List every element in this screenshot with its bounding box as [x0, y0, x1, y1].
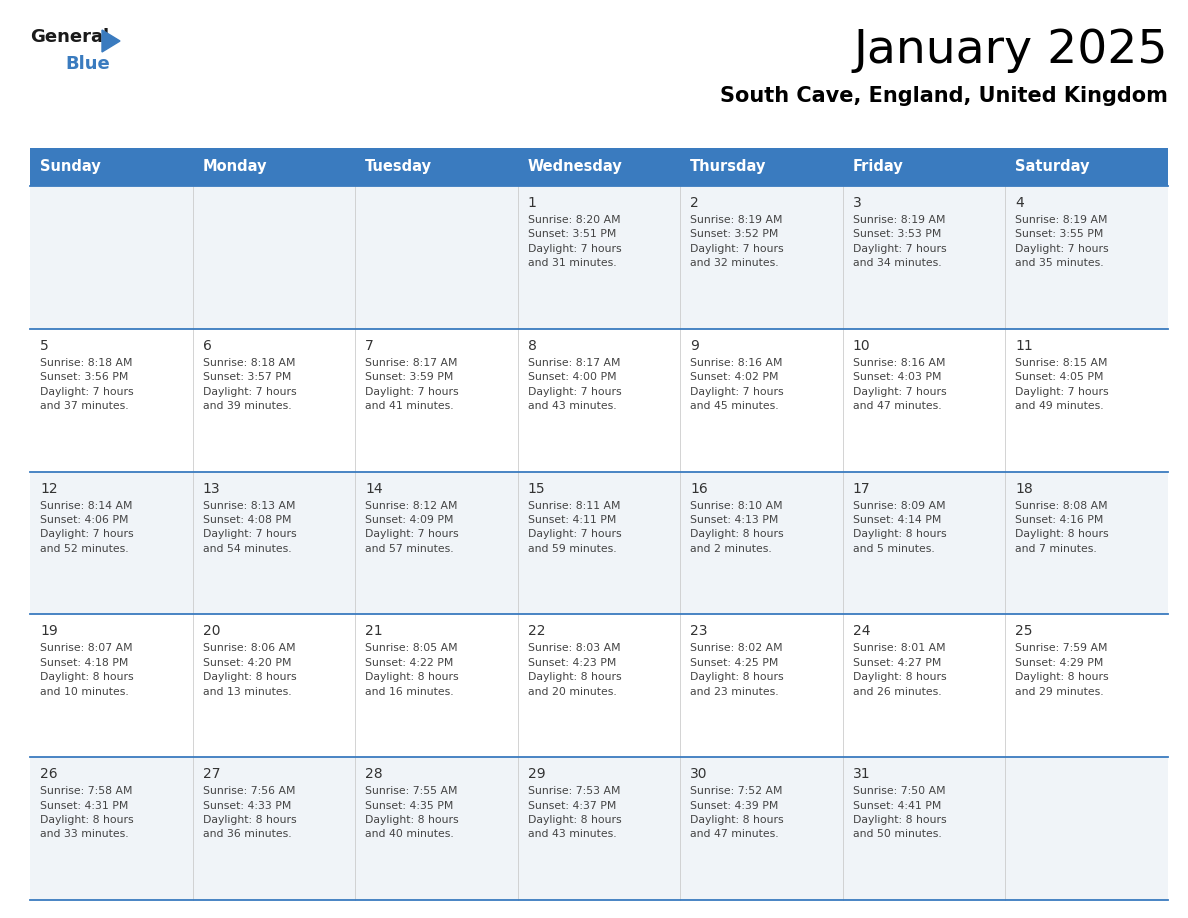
Text: 25: 25	[1016, 624, 1032, 638]
Text: 30: 30	[690, 767, 708, 781]
Bar	[30, 148, 1168, 186]
Text: Sunrise: 8:12 AM
Sunset: 4:09 PM
Daylight: 7 hours
and 57 minutes.: Sunrise: 8:12 AM Sunset: 4:09 PM Dayligh…	[365, 500, 459, 554]
Text: 8: 8	[527, 339, 537, 353]
Text: Sunrise: 8:15 AM
Sunset: 4:05 PM
Daylight: 7 hours
and 49 minutes.: Sunrise: 8:15 AM Sunset: 4:05 PM Dayligh…	[1016, 358, 1110, 411]
Text: Sunrise: 8:19 AM
Sunset: 3:53 PM
Daylight: 7 hours
and 34 minutes.: Sunrise: 8:19 AM Sunset: 3:53 PM Dayligh…	[853, 215, 947, 268]
Text: 31: 31	[853, 767, 871, 781]
Text: Sunrise: 8:19 AM
Sunset: 3:52 PM
Daylight: 7 hours
and 32 minutes.: Sunrise: 8:19 AM Sunset: 3:52 PM Dayligh…	[690, 215, 784, 268]
Text: Sunrise: 8:17 AM
Sunset: 3:59 PM
Daylight: 7 hours
and 41 minutes.: Sunrise: 8:17 AM Sunset: 3:59 PM Dayligh…	[365, 358, 459, 411]
Text: 20: 20	[203, 624, 220, 638]
Text: Sunrise: 7:50 AM
Sunset: 4:41 PM
Daylight: 8 hours
and 50 minutes.: Sunrise: 7:50 AM Sunset: 4:41 PM Dayligh…	[853, 786, 947, 839]
Bar	[30, 329, 1168, 472]
Text: Blue: Blue	[65, 55, 109, 73]
Text: 9: 9	[690, 339, 700, 353]
Bar	[30, 186, 1168, 329]
Text: Sunday: Sunday	[40, 160, 101, 174]
Text: Monday: Monday	[203, 160, 267, 174]
Text: 28: 28	[365, 767, 383, 781]
Text: Saturday: Saturday	[1016, 160, 1089, 174]
Text: Sunrise: 8:05 AM
Sunset: 4:22 PM
Daylight: 8 hours
and 16 minutes.: Sunrise: 8:05 AM Sunset: 4:22 PM Dayligh…	[365, 644, 459, 697]
Text: 24: 24	[853, 624, 871, 638]
Text: 5: 5	[40, 339, 49, 353]
Text: 16: 16	[690, 482, 708, 496]
Text: Sunrise: 7:58 AM
Sunset: 4:31 PM
Daylight: 8 hours
and 33 minutes.: Sunrise: 7:58 AM Sunset: 4:31 PM Dayligh…	[40, 786, 133, 839]
Text: Sunrise: 8:09 AM
Sunset: 4:14 PM
Daylight: 8 hours
and 5 minutes.: Sunrise: 8:09 AM Sunset: 4:14 PM Dayligh…	[853, 500, 947, 554]
Text: Friday: Friday	[853, 160, 904, 174]
Text: Sunrise: 8:18 AM
Sunset: 3:56 PM
Daylight: 7 hours
and 37 minutes.: Sunrise: 8:18 AM Sunset: 3:56 PM Dayligh…	[40, 358, 133, 411]
Text: 1: 1	[527, 196, 537, 210]
Text: 12: 12	[40, 482, 58, 496]
Text: 21: 21	[365, 624, 383, 638]
Text: Sunrise: 8:13 AM
Sunset: 4:08 PM
Daylight: 7 hours
and 54 minutes.: Sunrise: 8:13 AM Sunset: 4:08 PM Dayligh…	[203, 500, 296, 554]
Text: Sunrise: 8:14 AM
Sunset: 4:06 PM
Daylight: 7 hours
and 52 minutes.: Sunrise: 8:14 AM Sunset: 4:06 PM Dayligh…	[40, 500, 133, 554]
Text: 18: 18	[1016, 482, 1034, 496]
Text: South Cave, England, United Kingdom: South Cave, England, United Kingdom	[720, 86, 1168, 106]
Text: Sunrise: 8:02 AM
Sunset: 4:25 PM
Daylight: 8 hours
and 23 minutes.: Sunrise: 8:02 AM Sunset: 4:25 PM Dayligh…	[690, 644, 784, 697]
Text: 11: 11	[1016, 339, 1034, 353]
Text: Thursday: Thursday	[690, 160, 766, 174]
Text: Sunrise: 8:19 AM
Sunset: 3:55 PM
Daylight: 7 hours
and 35 minutes.: Sunrise: 8:19 AM Sunset: 3:55 PM Dayligh…	[1016, 215, 1110, 268]
Bar	[30, 472, 1168, 614]
Text: 7: 7	[365, 339, 374, 353]
Text: 4: 4	[1016, 196, 1024, 210]
Text: Wednesday: Wednesday	[527, 160, 623, 174]
Text: Sunrise: 7:55 AM
Sunset: 4:35 PM
Daylight: 8 hours
and 40 minutes.: Sunrise: 7:55 AM Sunset: 4:35 PM Dayligh…	[365, 786, 459, 839]
Text: January 2025: January 2025	[853, 28, 1168, 73]
Text: 22: 22	[527, 624, 545, 638]
Text: 17: 17	[853, 482, 871, 496]
Text: Sunrise: 8:10 AM
Sunset: 4:13 PM
Daylight: 8 hours
and 2 minutes.: Sunrise: 8:10 AM Sunset: 4:13 PM Dayligh…	[690, 500, 784, 554]
Text: Sunrise: 8:01 AM
Sunset: 4:27 PM
Daylight: 8 hours
and 26 minutes.: Sunrise: 8:01 AM Sunset: 4:27 PM Dayligh…	[853, 644, 947, 697]
Text: Sunrise: 7:56 AM
Sunset: 4:33 PM
Daylight: 8 hours
and 36 minutes.: Sunrise: 7:56 AM Sunset: 4:33 PM Dayligh…	[203, 786, 296, 839]
Text: 29: 29	[527, 767, 545, 781]
Text: Sunrise: 8:18 AM
Sunset: 3:57 PM
Daylight: 7 hours
and 39 minutes.: Sunrise: 8:18 AM Sunset: 3:57 PM Dayligh…	[203, 358, 296, 411]
Text: General: General	[30, 28, 109, 46]
Text: Sunrise: 8:06 AM
Sunset: 4:20 PM
Daylight: 8 hours
and 13 minutes.: Sunrise: 8:06 AM Sunset: 4:20 PM Dayligh…	[203, 644, 296, 697]
Text: 10: 10	[853, 339, 871, 353]
Text: 13: 13	[203, 482, 220, 496]
Text: Sunrise: 8:16 AM
Sunset: 4:03 PM
Daylight: 7 hours
and 47 minutes.: Sunrise: 8:16 AM Sunset: 4:03 PM Dayligh…	[853, 358, 947, 411]
Text: 27: 27	[203, 767, 220, 781]
Bar	[30, 614, 1168, 757]
Text: 6: 6	[203, 339, 211, 353]
Text: Sunrise: 8:11 AM
Sunset: 4:11 PM
Daylight: 7 hours
and 59 minutes.: Sunrise: 8:11 AM Sunset: 4:11 PM Dayligh…	[527, 500, 621, 554]
Text: 3: 3	[853, 196, 861, 210]
Text: Sunrise: 8:08 AM
Sunset: 4:16 PM
Daylight: 8 hours
and 7 minutes.: Sunrise: 8:08 AM Sunset: 4:16 PM Dayligh…	[1016, 500, 1110, 554]
Text: Sunrise: 8:17 AM
Sunset: 4:00 PM
Daylight: 7 hours
and 43 minutes.: Sunrise: 8:17 AM Sunset: 4:00 PM Dayligh…	[527, 358, 621, 411]
Text: Sunrise: 7:52 AM
Sunset: 4:39 PM
Daylight: 8 hours
and 47 minutes.: Sunrise: 7:52 AM Sunset: 4:39 PM Dayligh…	[690, 786, 784, 839]
Text: 2: 2	[690, 196, 699, 210]
Text: Tuesday: Tuesday	[365, 160, 432, 174]
Text: Sunrise: 8:03 AM
Sunset: 4:23 PM
Daylight: 8 hours
and 20 minutes.: Sunrise: 8:03 AM Sunset: 4:23 PM Dayligh…	[527, 644, 621, 697]
Text: Sunrise: 7:59 AM
Sunset: 4:29 PM
Daylight: 8 hours
and 29 minutes.: Sunrise: 7:59 AM Sunset: 4:29 PM Dayligh…	[1016, 644, 1110, 697]
Polygon shape	[102, 30, 120, 52]
Text: Sunrise: 7:53 AM
Sunset: 4:37 PM
Daylight: 8 hours
and 43 minutes.: Sunrise: 7:53 AM Sunset: 4:37 PM Dayligh…	[527, 786, 621, 839]
Text: 14: 14	[365, 482, 383, 496]
Text: 15: 15	[527, 482, 545, 496]
Text: Sunrise: 8:07 AM
Sunset: 4:18 PM
Daylight: 8 hours
and 10 minutes.: Sunrise: 8:07 AM Sunset: 4:18 PM Dayligh…	[40, 644, 133, 697]
Text: 23: 23	[690, 624, 708, 638]
Text: Sunrise: 8:20 AM
Sunset: 3:51 PM
Daylight: 7 hours
and 31 minutes.: Sunrise: 8:20 AM Sunset: 3:51 PM Dayligh…	[527, 215, 621, 268]
Text: 19: 19	[40, 624, 58, 638]
Text: Sunrise: 8:16 AM
Sunset: 4:02 PM
Daylight: 7 hours
and 45 minutes.: Sunrise: 8:16 AM Sunset: 4:02 PM Dayligh…	[690, 358, 784, 411]
Text: 26: 26	[40, 767, 58, 781]
Bar	[30, 757, 1168, 900]
